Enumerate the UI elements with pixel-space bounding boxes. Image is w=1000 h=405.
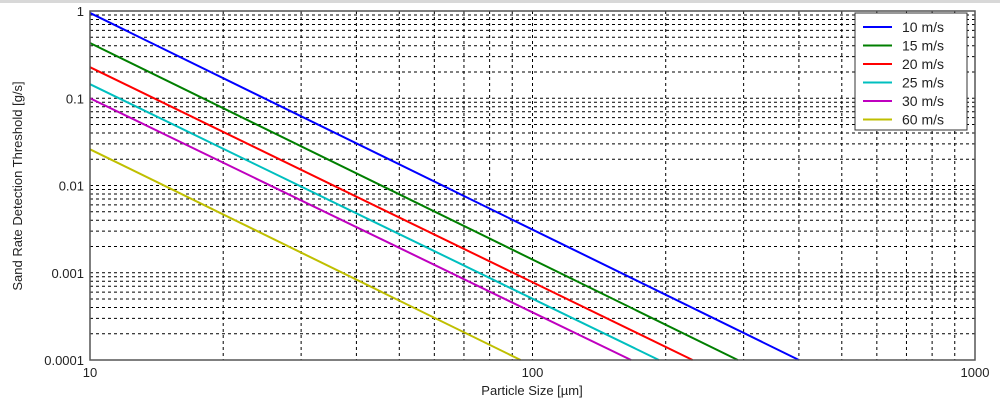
y-tick-label: 1	[77, 4, 84, 19]
x-tick-label: 10	[83, 365, 97, 380]
legend-box	[854, 12, 968, 131]
series-line-20-m-s	[89, 66, 694, 361]
x-tick-labels: 10 100 1000	[83, 365, 990, 380]
legend-label: 30 m/s	[902, 93, 944, 109]
y-tick-label: 0.001	[51, 266, 84, 281]
legend-label: 60 m/s	[902, 112, 944, 128]
y-axis-label: Sand Rate Detection Threshold [g/s]	[10, 81, 25, 290]
legend-label: 15 m/s	[902, 38, 944, 54]
x-tick-label: 1000	[961, 365, 990, 380]
legend-label: 10 m/s	[902, 19, 944, 35]
series-line-25-m-s	[89, 83, 660, 361]
plot-frame	[89, 10, 976, 361]
legend-label: 25 m/s	[902, 75, 944, 91]
series-line-30-m-s	[89, 97, 632, 361]
legend: 10 m/s 15 m/s 20 m/s 25 m/s 30 m/s 60 m/s	[854, 12, 968, 131]
legend-label: 20 m/s	[902, 56, 944, 72]
y-tick-label: 0.1	[66, 91, 84, 106]
series-line-60-m-s	[89, 148, 522, 361]
y-tick-label: 0.0001	[44, 353, 84, 368]
y-tick-labels: 0.0001 0.001 0.01 0.1 1	[44, 4, 84, 368]
top-border	[0, 0, 1000, 3]
x-tick-label: 100	[522, 365, 544, 380]
series-lines	[89, 12, 800, 361]
y-tick-label: 0.01	[59, 179, 84, 194]
x-axis-label: Particle Size [µm]	[481, 383, 582, 398]
grid	[90, 11, 975, 360]
series-line-10-m-s	[89, 12, 800, 361]
series-line-15-m-s	[89, 42, 739, 361]
